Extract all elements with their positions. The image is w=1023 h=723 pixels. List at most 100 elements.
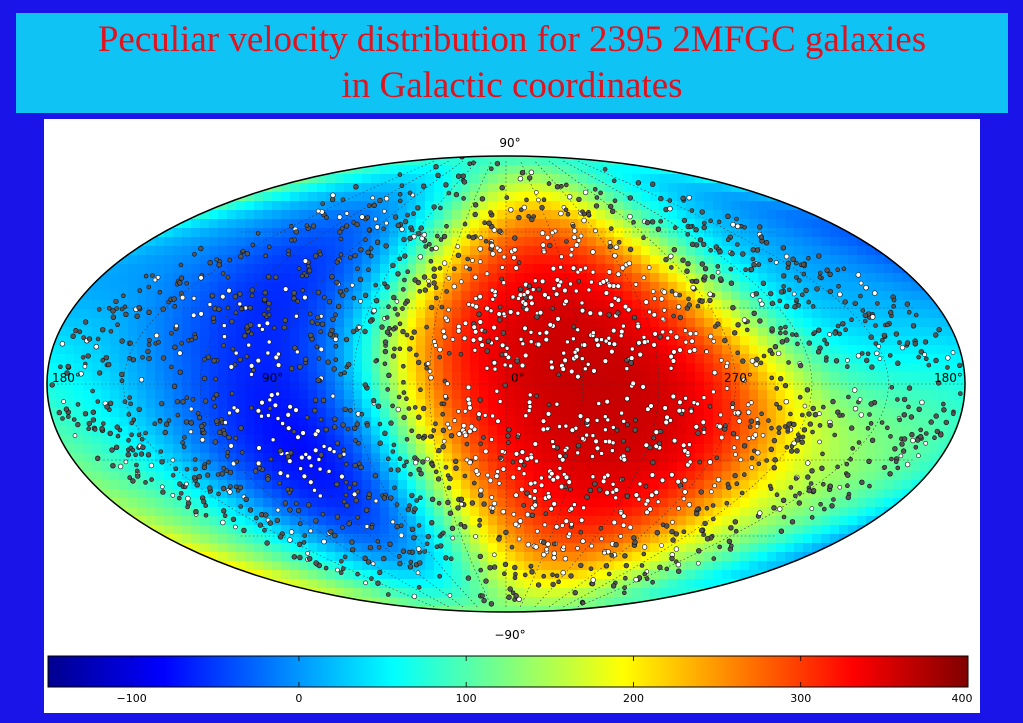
heatmap-cell: [407, 219, 417, 229]
heatmap-cell: [587, 174, 597, 184]
heatmap-cell: [488, 309, 498, 319]
heatmap-cell: [506, 345, 516, 355]
heatmap-cell: [119, 471, 129, 481]
heatmap-cell: [110, 300, 120, 310]
heatmap-cell: [938, 381, 948, 391]
galaxy-point: [862, 318, 868, 324]
heatmap-cell: [866, 318, 876, 328]
heatmap-cell: [668, 219, 678, 229]
galaxy-point: [900, 448, 907, 454]
heatmap-cell: [686, 219, 696, 229]
heatmap-cell: [263, 327, 273, 337]
heatmap-cell: [92, 399, 102, 409]
heatmap-cell: [704, 444, 714, 454]
heatmap-cell: [587, 219, 597, 229]
heatmap-cell: [668, 237, 678, 247]
heatmap-cell: [371, 300, 381, 310]
heatmap-cell: [650, 417, 660, 427]
heatmap-cell: [425, 210, 435, 220]
heatmap-cell: [263, 282, 273, 292]
heatmap-cell: [578, 192, 588, 202]
heatmap-cell: [497, 462, 507, 472]
galaxy-point: [201, 375, 208, 382]
heatmap-cell: [74, 336, 84, 346]
heatmap-cell: [137, 498, 147, 508]
heatmap-cell: [677, 597, 687, 607]
heatmap-cell: [515, 543, 525, 553]
heatmap-cell: [92, 300, 102, 310]
galaxy-point: [593, 203, 600, 209]
heatmap-cell: [92, 444, 102, 454]
heatmap-cell: [245, 372, 255, 382]
heatmap-cell: [272, 453, 282, 463]
heatmap-cell: [551, 390, 561, 400]
heatmap-cell: [227, 210, 237, 220]
heatmap-cell: [704, 372, 714, 382]
heatmap-cell: [308, 399, 318, 409]
heatmap-cell: [425, 264, 435, 274]
heatmap-cell: [722, 219, 732, 229]
heatmap-cell: [713, 273, 723, 283]
galaxy-point: [760, 432, 766, 438]
heatmap-cell: [146, 390, 156, 400]
galaxy-point: [671, 438, 678, 444]
heatmap-cell: [443, 282, 453, 292]
heatmap-cell: [137, 462, 147, 472]
heatmap-cell: [128, 489, 138, 499]
heatmap-cell: [551, 354, 561, 364]
heatmap-cell: [425, 408, 435, 418]
heatmap-cell: [506, 336, 516, 346]
heatmap-cell: [326, 282, 336, 292]
galaxy-point: [179, 340, 184, 346]
heatmap-cell: [668, 597, 678, 607]
galaxy-point: [523, 352, 529, 359]
heatmap-cell: [848, 327, 858, 337]
heatmap-cell: [929, 363, 939, 373]
heatmap-cell: [596, 192, 606, 202]
heatmap-cell: [434, 435, 444, 445]
heatmap-cell: [947, 336, 957, 346]
heatmap-cell: [218, 318, 228, 328]
heatmap-cell: [911, 381, 921, 391]
heatmap-cell: [335, 489, 345, 499]
heatmap-cell: [137, 228, 147, 238]
heatmap-cell: [758, 552, 768, 562]
heatmap-cell: [209, 543, 219, 553]
heatmap-cell: [227, 570, 237, 580]
heatmap-cell: [596, 453, 606, 463]
galaxy-point: [86, 420, 92, 427]
heatmap-cell: [668, 255, 678, 265]
galaxy-point: [255, 357, 262, 364]
heatmap-cell: [443, 309, 453, 319]
heatmap-cell: [398, 309, 408, 319]
heatmap-cell: [686, 273, 696, 283]
heatmap-cell: [443, 156, 453, 166]
galaxy-point: [140, 355, 145, 360]
heatmap-cell: [101, 462, 111, 472]
heatmap-cell: [686, 246, 696, 256]
heatmap-cell: [92, 291, 102, 301]
heatmap-cell: [65, 354, 75, 364]
heatmap-cell: [101, 444, 111, 454]
heatmap-cell: [416, 534, 426, 544]
galaxy-point: [500, 466, 507, 472]
heatmap-cell: [200, 381, 210, 391]
heatmap-cell: [47, 444, 57, 454]
heatmap-cell: [695, 408, 705, 418]
heatmap-cell: [542, 210, 552, 220]
heatmap-cell: [416, 363, 426, 373]
heatmap-cell: [704, 480, 714, 490]
heatmap-cell: [749, 363, 759, 373]
heatmap-cell: [227, 543, 237, 553]
heatmap-cell: [389, 381, 399, 391]
galaxy-point: [451, 283, 457, 290]
galaxy-point: [668, 329, 674, 335]
heatmap-cell: [281, 210, 291, 220]
galaxy-point: [397, 560, 403, 567]
heatmap-cell: [866, 453, 876, 463]
heatmap-cell: [497, 516, 507, 526]
heatmap-cell: [362, 408, 372, 418]
heatmap-cell: [515, 606, 525, 612]
heatmap-cell: [470, 363, 480, 373]
heatmap-cell: [587, 336, 597, 346]
